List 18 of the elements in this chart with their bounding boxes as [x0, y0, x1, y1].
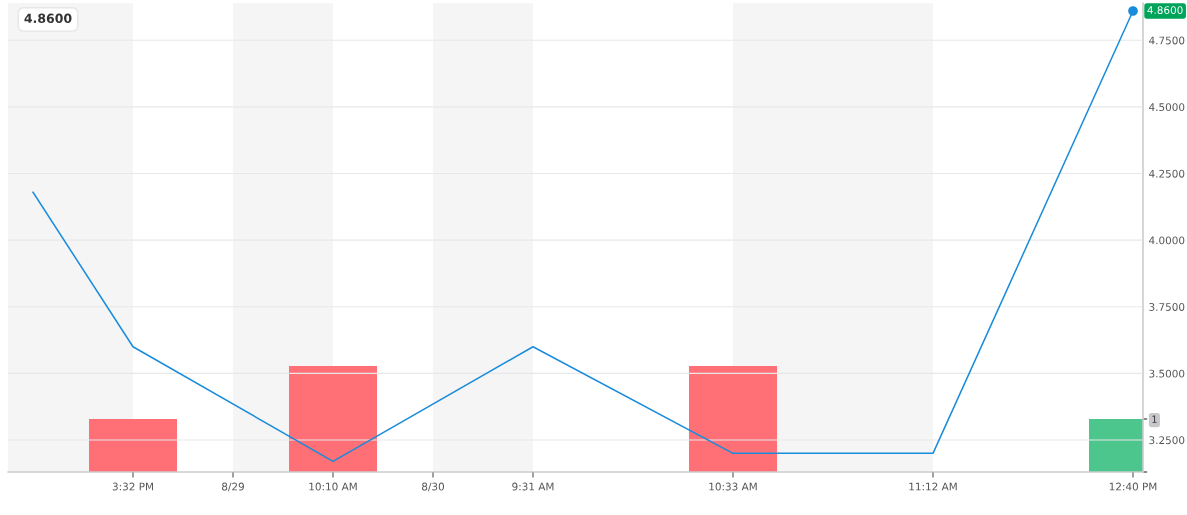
y-tick-label: 3.2500: [1149, 436, 1185, 445]
y-tick-label: 4.0000: [1149, 236, 1185, 245]
annotation: 4.8600: [24, 13, 72, 24]
x-tick-label: 8/29: [222, 482, 244, 492]
y-tick-label: 4.2500: [1149, 169, 1185, 178]
y-tick-label: 4.7500: [1149, 36, 1185, 45]
x-tick-label: 9:31 AM: [512, 482, 554, 491]
annotation: 4.8600: [1147, 6, 1183, 15]
x-tick-label: 3:32 PM: [112, 482, 153, 491]
x-tick-label: 8/30: [422, 482, 444, 492]
y-tick-label: 4.5000: [1149, 103, 1185, 112]
x-tick-label: 12:40 PM: [1109, 482, 1157, 491]
x-tick-label: 10:33 AM: [709, 482, 757, 491]
x-tick-label: 11:12 AM: [909, 482, 957, 491]
y-tick-label: 3.5000: [1149, 369, 1185, 378]
y2-tick-label: 1: [1152, 415, 1157, 423]
y-tick-label: 3.7500: [1149, 303, 1185, 311]
x-tick-label: 10:10 AM: [309, 482, 357, 491]
